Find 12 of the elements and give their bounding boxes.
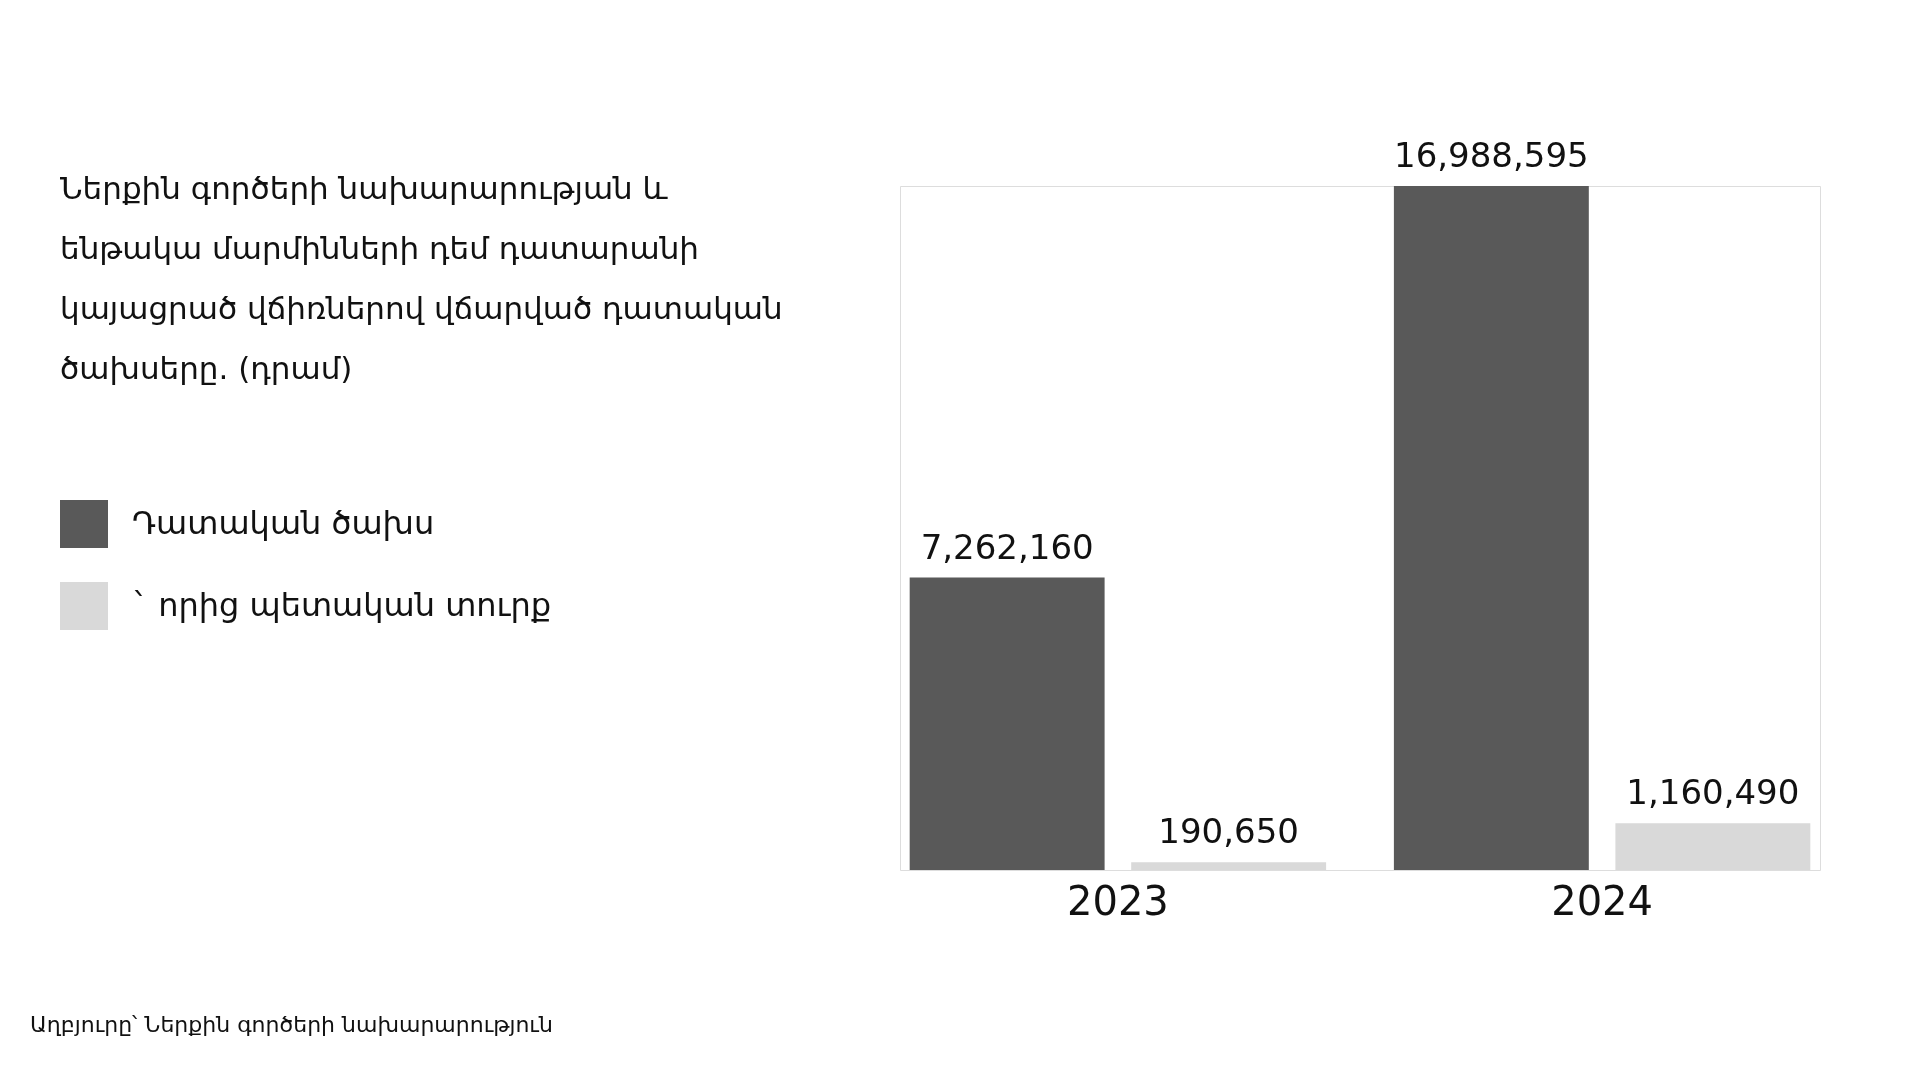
bar — [909, 577, 1105, 870]
bar — [1393, 186, 1589, 870]
legend-label: ` որից պետական տուրք — [132, 586, 552, 624]
text: Ներքին գործերի նախարարության և ենթակա մարմինների դեմ դատարանի կայացրած վճիռներով վճարված դատական ծախսերը. (դրամ) — [60, 170, 783, 386]
legend-label: Դատական ծախս — [132, 504, 435, 542]
text: Աղբյուրը՝ Ներքին գործերի նախարարություն — [30, 1012, 553, 1037]
data-label: 190,650 — [1158, 811, 1299, 852]
data-label: 16,988,595 — [1394, 135, 1589, 175]
x-tick-label: 2023 — [1067, 877, 1169, 924]
x-tick-label: 2024 — [1551, 877, 1653, 924]
data-label: 1,160,490 — [1626, 772, 1800, 813]
data-label: 7,262,160 — [920, 526, 1094, 567]
